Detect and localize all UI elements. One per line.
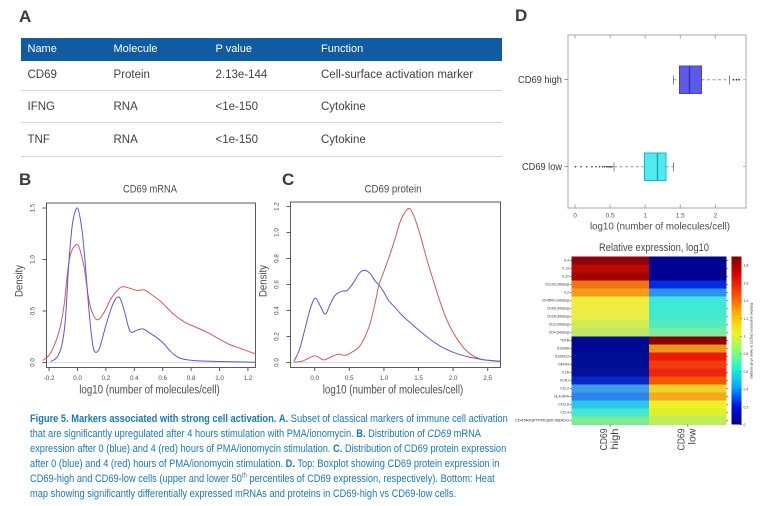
svg-text:CD69: CD69 xyxy=(676,428,687,450)
svg-text:CD28 (AbSeq): CD28 (AbSeq) xyxy=(547,315,569,319)
svg-text:low: low xyxy=(687,428,698,445)
svg-text:CD103 (AbSeq): CD103 (AbSeq) xyxy=(545,283,569,287)
svg-text:CD45RA|PTPRC|B0-08|AbO: CD45RA|PTPRC|B0-08|AbO xyxy=(515,419,569,423)
svg-text:Density: Density xyxy=(14,265,26,297)
svg-text:0.8: 0.8 xyxy=(274,254,281,263)
svg-text:0.2: 0.2 xyxy=(274,332,281,341)
svg-text:0.5: 0.5 xyxy=(345,375,354,382)
svg-text:0.2: 0.2 xyxy=(102,375,111,382)
svg-text:CD69 mRNA: CD69 mRNA xyxy=(123,184,178,196)
svg-text:0.5: 0.5 xyxy=(606,213,615,220)
svg-text:0.0: 0.0 xyxy=(30,358,37,367)
svg-text:CD45RO (AbSeq): CD45RO (AbSeq) xyxy=(542,299,569,303)
svg-text:2.5: 2.5 xyxy=(483,375,492,382)
svg-text:CD69 protein: CD69 protein xyxy=(365,184,422,196)
svg-text:1.5: 1.5 xyxy=(414,375,423,382)
svg-text:0.8: 0.8 xyxy=(744,352,749,356)
svg-text:IL22: IL22 xyxy=(562,275,569,279)
svg-text:IL1B: IL1B xyxy=(562,371,570,375)
svg-text:CXCL8: CXCL8 xyxy=(558,403,569,407)
svg-text:0.6: 0.6 xyxy=(274,280,281,289)
svg-text:TGFB: TGFB xyxy=(560,339,570,343)
svg-text:1.4: 1.4 xyxy=(744,299,749,303)
svg-text:log10 (number of molecules/cel: log10 (number of molecules/cell) xyxy=(323,385,464,397)
svg-text:1: 1 xyxy=(744,335,746,339)
svg-text:1.0: 1.0 xyxy=(215,375,224,382)
svg-text:0.6: 0.6 xyxy=(158,375,167,382)
svg-text:0.4: 0.4 xyxy=(274,306,281,315)
svg-text:CCL2: CCL2 xyxy=(560,387,569,391)
svg-text:CD69: CD69 xyxy=(599,428,610,450)
svg-text:CD69 low: CD69 low xyxy=(522,162,563,173)
svg-text:1.6: 1.6 xyxy=(744,281,749,285)
svg-text:0.6: 0.6 xyxy=(744,370,749,374)
svg-text:Density: Density xyxy=(258,265,270,297)
svg-text:-0.2: -0.2 xyxy=(44,375,55,382)
svg-text:IL13: IL13 xyxy=(562,267,569,271)
svg-text:2: 2 xyxy=(714,213,718,220)
svg-text:CD69 high: CD69 high xyxy=(518,75,562,86)
svg-text:1.0: 1.0 xyxy=(30,255,37,264)
svg-text:1.0: 1.0 xyxy=(274,228,281,237)
svg-text:0: 0 xyxy=(744,423,746,427)
svg-text:S100A8: S100A8 xyxy=(557,347,569,351)
svg-text:0.8: 0.8 xyxy=(187,375,196,382)
svg-text:IL4: IL4 xyxy=(564,259,569,263)
svg-text:CD69 (AbSeq): CD69 (AbSeq) xyxy=(547,307,569,311)
svg-text:0.0: 0.0 xyxy=(274,358,281,367)
svg-text:CCL4: CCL4 xyxy=(560,411,569,415)
svg-text:high: high xyxy=(610,429,621,450)
svg-text:Relative expression (log10) to: Relative expression (log10) to mean of a… xyxy=(750,303,754,379)
svg-text:1.2: 1.2 xyxy=(244,375,253,382)
svg-text:0: 0 xyxy=(573,213,577,220)
svg-text:0.2: 0.2 xyxy=(744,405,749,409)
svg-text:0.4: 0.4 xyxy=(744,388,749,392)
svg-text:IL2: IL2 xyxy=(564,291,569,295)
svg-text:log10 (number of molecules/cel: log10 (number of molecules/cell) xyxy=(590,221,730,233)
svg-text:1.5: 1.5 xyxy=(30,203,37,212)
svg-text:FCN1: FCN1 xyxy=(560,379,569,383)
svg-text:1.5: 1.5 xyxy=(676,213,685,220)
svg-text:1: 1 xyxy=(643,213,647,220)
svg-text:1.2: 1.2 xyxy=(274,202,281,211)
svg-text:1.2: 1.2 xyxy=(744,317,749,321)
svg-text:1.0: 1.0 xyxy=(380,375,389,382)
svg-text:DEFA3: DEFA3 xyxy=(558,363,569,367)
svg-text:CD3 (AbSeq): CD3 (AbSeq) xyxy=(549,323,569,327)
svg-text:CD4 (AbSeq): CD4 (AbSeq) xyxy=(549,331,569,335)
svg-text:2.0: 2.0 xyxy=(449,375,458,382)
svg-text:Relative expression, log10: Relative expression, log10 xyxy=(599,242,709,254)
svg-text:0.4: 0.4 xyxy=(130,375,139,382)
svg-text:0.0: 0.0 xyxy=(73,375,82,382)
svg-text:0.0: 0.0 xyxy=(310,375,319,382)
svg-text:log10 (number of molecules/cel: log10 (number of molecules/cell) xyxy=(79,385,220,397)
svg-text:1.8: 1.8 xyxy=(744,264,749,268)
svg-text:0.5: 0.5 xyxy=(30,306,37,315)
svg-text:S100A12: S100A12 xyxy=(555,355,569,359)
svg-text:HLA-DRA: HLA-DRA xyxy=(554,395,570,399)
